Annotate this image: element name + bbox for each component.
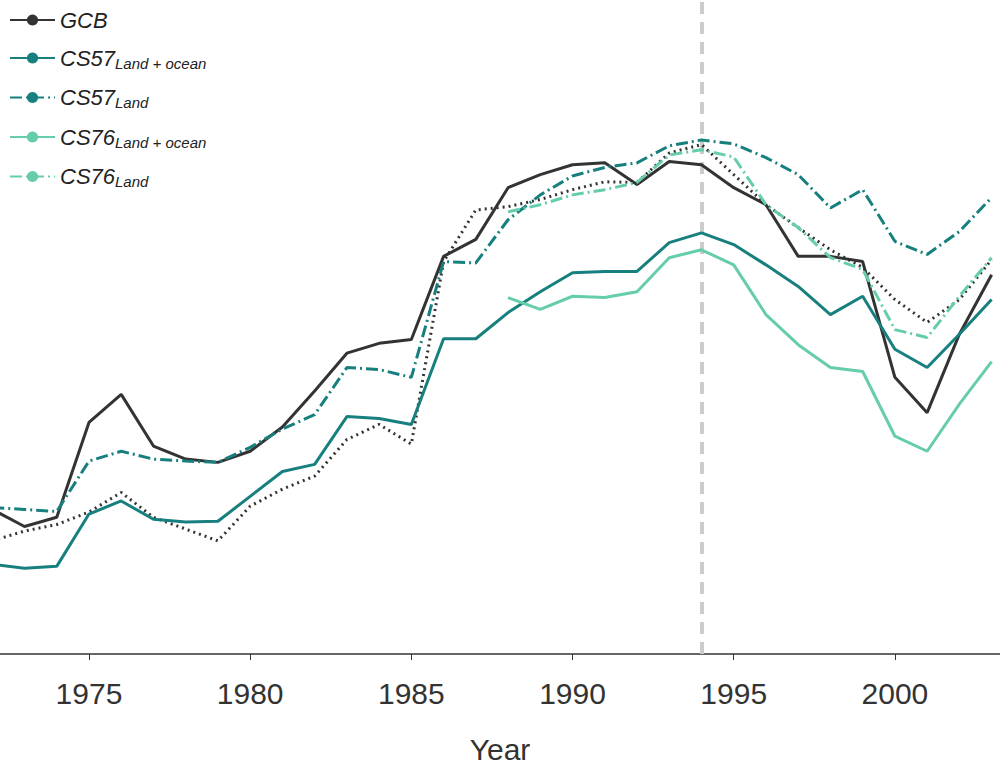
svg-text:1990: 1990 [539,677,606,710]
svg-text:1995: 1995 [700,677,767,710]
svg-text:1975: 1975 [56,677,123,710]
svg-text:CS76: CS76 [60,125,116,150]
svg-text:CS76: CS76 [60,164,116,189]
svg-text:1985: 1985 [378,677,445,710]
svg-text:2000: 2000 [862,677,929,710]
svg-text:CS57: CS57 [60,46,116,71]
svg-text:GCB: GCB [60,8,108,33]
svg-text:Land + ocean: Land + ocean [115,55,206,72]
svg-text:CS57: CS57 [60,85,116,110]
svg-text:1980: 1980 [217,677,284,710]
svg-text:Land: Land [115,173,149,190]
svg-text:Land: Land [115,94,149,111]
svg-text:Year: Year [470,733,531,766]
svg-text:Land + ocean: Land + ocean [115,134,206,151]
